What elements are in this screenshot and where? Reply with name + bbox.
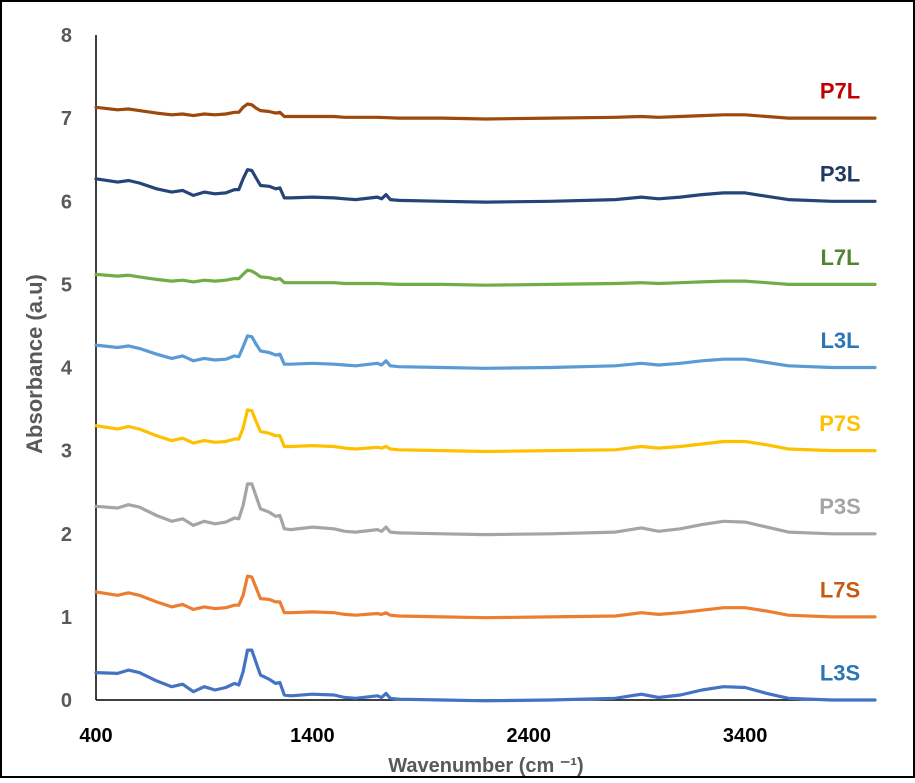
series-label-l3l: L3L <box>820 328 859 353</box>
series-labels: L3S L7S P3S P7S L3L L7L P3L P7L <box>819 79 861 686</box>
series-line-p7l <box>94 102 877 121</box>
series-label-p3s: P3S <box>819 494 861 519</box>
y-tick-label: 8 <box>61 25 72 47</box>
y-tick-label: 1 <box>61 607 72 629</box>
x-tick-label: 400 <box>79 725 112 747</box>
x-tick-label: 2400 <box>507 725 552 747</box>
series-line-p3l <box>94 168 877 204</box>
series-label-p7s: P7S <box>819 411 861 436</box>
x-axis-title: Wavenumber (cm ⁻¹) <box>388 755 583 777</box>
series-label-l7s: L7S <box>820 577 860 602</box>
series-label-p7l: P7L <box>820 79 860 104</box>
series-line-p3s <box>94 482 877 537</box>
series-label-p3l: P3L <box>820 162 860 187</box>
series-line-p7s <box>94 408 877 454</box>
y-tick-label: 7 <box>61 108 72 130</box>
series-label-l7l: L7L <box>820 245 859 270</box>
series-line-l3l <box>94 334 877 370</box>
y-tick-label: 2 <box>61 524 72 546</box>
y-tick-label: 6 <box>61 191 72 213</box>
y-tick-label: 4 <box>61 358 73 380</box>
y-tick-label: 5 <box>61 274 72 296</box>
series-line-l7s <box>94 574 877 620</box>
series-line-l3s <box>94 648 877 703</box>
y-axis-title: Absorbance (a.u) <box>22 274 47 454</box>
series-lines <box>94 102 877 703</box>
x-tick-label: 3400 <box>723 725 768 747</box>
series-line-l7l <box>94 268 877 287</box>
y-tick-label: 0 <box>61 690 72 712</box>
y-tick-label: 3 <box>61 441 72 463</box>
series-label-l3s: L3S <box>820 660 860 685</box>
x-tick-label: 1400 <box>290 725 335 747</box>
axes: 0 1 2 3 4 5 6 7 8 400 1400 2400 3400 <box>61 25 875 747</box>
